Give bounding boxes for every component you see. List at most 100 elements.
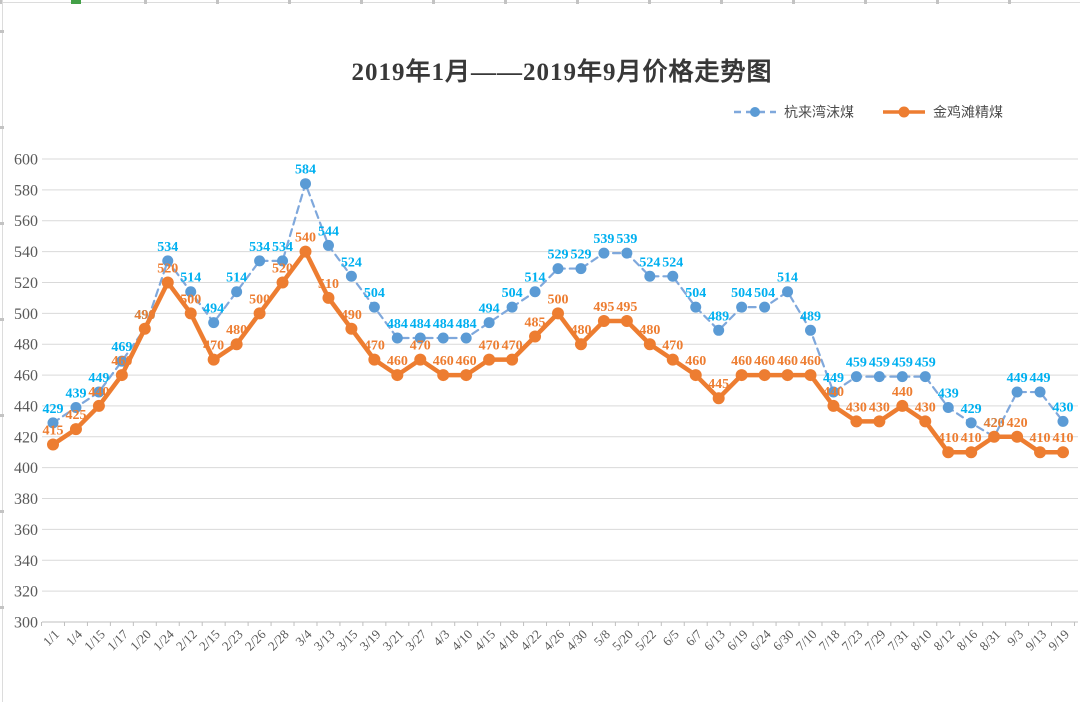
svg-text:2/15: 2/15 (196, 627, 223, 654)
data-label: 484 (456, 317, 477, 332)
data-label: 504 (754, 286, 775, 301)
data-point (896, 371, 908, 383)
svg-text:4/15: 4/15 (471, 627, 498, 654)
data-label: 459 (846, 356, 867, 371)
legend-dot (750, 107, 760, 117)
data-label: 520 (272, 261, 293, 276)
data-label: 449 (1030, 371, 1051, 386)
svg-text:5/20: 5/20 (609, 627, 636, 654)
data-point (138, 322, 151, 335)
svg-text:3/27: 3/27 (402, 626, 429, 653)
svg-text:6/30: 6/30 (770, 627, 797, 654)
data-point (322, 291, 335, 304)
data-label: 440 (823, 385, 844, 400)
svg-text:2/26: 2/26 (242, 626, 269, 653)
data-point (230, 338, 243, 351)
data-point (93, 386, 105, 398)
svg-text:7/31: 7/31 (884, 627, 911, 654)
svg-text:560: 560 (14, 213, 38, 230)
svg-text:9/13: 9/13 (1022, 627, 1049, 654)
svg-text:2/28: 2/28 (265, 627, 292, 654)
legend-item-jinjitan[interactable]: 金鸡滩精煤 (882, 102, 1003, 122)
data-point (277, 255, 289, 267)
data-label: 484 (410, 317, 431, 332)
data-label: 449 (1007, 371, 1028, 386)
legend-item-hanglaiwan[interactable]: 杭来湾沫煤 (733, 102, 854, 122)
svg-text:3/4: 3/4 (292, 626, 315, 649)
x-axis-labels: 1/1 1/41/151/171/201/242/122/152/232/262/… (40, 626, 1072, 653)
data-label: 420 (1007, 416, 1028, 431)
data-label: 534 (249, 240, 270, 255)
data-label: 540 (295, 231, 316, 246)
svg-text:420: 420 (14, 429, 38, 446)
svg-text:7/18: 7/18 (816, 627, 843, 654)
svg-text:3/21: 3/21 (379, 627, 406, 654)
data-point (529, 330, 542, 343)
data-label: 490 (341, 308, 362, 323)
data-label: 410 (1053, 431, 1074, 446)
data-label: 410 (938, 431, 959, 446)
data-label: 489 (800, 309, 821, 324)
svg-text:580: 580 (14, 182, 38, 199)
data-label: 410 (961, 431, 982, 446)
data-point (276, 276, 289, 289)
data-point (643, 338, 656, 351)
spreadsheet-column-ticks (0, 0, 1080, 4)
y-axis-labels: 300 320 340 360 380 400 420 440 460 480 500 520 540 5… (14, 152, 38, 632)
data-label: 534 (272, 240, 293, 255)
data-point (1011, 430, 1024, 443)
data-point (208, 317, 220, 329)
data-point (965, 446, 978, 459)
legend: 杭来湾沫煤 金鸡滩精煤 (733, 102, 1003, 122)
data-point (115, 369, 128, 382)
svg-text:8/31: 8/31 (976, 627, 1003, 654)
svg-text:8/16: 8/16 (953, 626, 980, 653)
data-point (713, 324, 725, 336)
data-point (322, 239, 334, 251)
data-point (552, 263, 564, 275)
data-label: 460 (433, 354, 454, 369)
data-label: 500 (249, 292, 270, 307)
data-point (414, 353, 427, 366)
svg-text:8/12: 8/12 (930, 627, 957, 654)
series-jinjitan: 4154254404604905205004704805005205405104… (43, 231, 1074, 459)
data-point (667, 270, 679, 282)
data-point (781, 369, 794, 382)
data-point (919, 415, 932, 428)
data-point (759, 301, 771, 313)
data-label: 520 (157, 261, 178, 276)
data-label: 544 (318, 224, 339, 239)
data-label: 500 (548, 292, 569, 307)
data-label: 495 (616, 300, 637, 315)
data-label: 504 (502, 286, 523, 301)
svg-text:460: 460 (14, 368, 38, 385)
svg-text:380: 380 (14, 491, 38, 508)
data-label: 524 (639, 255, 660, 270)
svg-text:1/4: 1/4 (63, 626, 86, 649)
data-point (460, 332, 472, 344)
chart-title: 2019年1月——2019年9月价格走势图 (351, 59, 773, 86)
data-label: 524 (662, 255, 683, 270)
svg-text:1/1: 1/1 (40, 627, 62, 649)
data-label: 514 (525, 271, 546, 286)
data-label: 460 (111, 354, 132, 369)
data-point (827, 386, 839, 398)
data-point (621, 247, 633, 259)
svg-text:4/10: 4/10 (448, 627, 475, 654)
svg-text:600: 600 (14, 152, 38, 169)
data-label: 440 (88, 385, 109, 400)
svg-text:300: 300 (14, 615, 38, 632)
data-point (391, 369, 404, 382)
data-point (758, 369, 771, 382)
data-point (483, 317, 495, 329)
svg-text:360: 360 (14, 522, 38, 539)
data-point (644, 270, 656, 282)
data-point (552, 307, 564, 320)
svg-text:4/30: 4/30 (563, 627, 590, 654)
legend-label-jinjitan: 金鸡滩精煤 (933, 106, 1003, 121)
svg-text:520: 520 (14, 275, 38, 292)
data-label: 439 (938, 386, 959, 401)
data-point (345, 270, 357, 282)
